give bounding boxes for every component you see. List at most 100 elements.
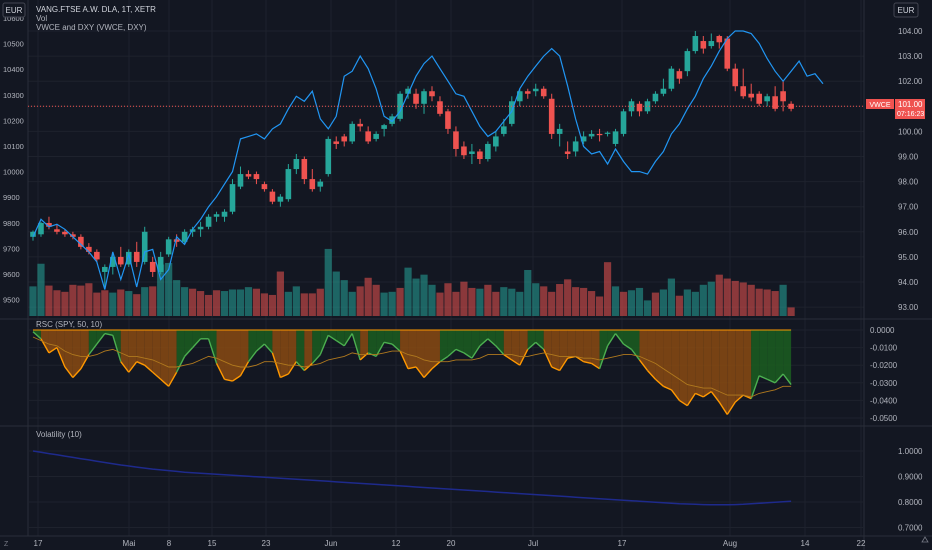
rsc-line-segment[interactable]: [559, 357, 569, 371]
rsc-line-segment[interactable]: [718, 401, 728, 415]
candle-body[interactable]: [756, 93, 762, 104]
currency-button-left[interactable]: EUR: [2, 2, 26, 18]
rsc-line-segment[interactable]: [343, 333, 353, 347]
candle-body[interactable]: [620, 111, 627, 134]
rsc-line-segment[interactable]: [184, 347, 194, 357]
candle-body[interactable]: [652, 93, 659, 102]
candle-body[interactable]: [509, 101, 515, 124]
rsc-line-segment[interactable]: [527, 341, 537, 350]
candle-body[interactable]: [333, 141, 340, 144]
currency-button-right[interactable]: EUR: [893, 2, 919, 18]
rsc-line-segment[interactable]: [463, 352, 473, 359]
rsc-line-segment[interactable]: [303, 362, 313, 372]
candle-body[interactable]: [301, 159, 308, 180]
rsc-line-segment[interactable]: [551, 366, 560, 372]
rsc-line-segment[interactable]: [176, 356, 186, 373]
rsc-line-segment[interactable]: [678, 399, 688, 407]
rsc-line-segment[interactable]: [782, 373, 792, 385]
rsc-line-segment[interactable]: [32, 331, 42, 340]
rsc-line-segment[interactable]: [144, 364, 154, 373]
candle-body[interactable]: [173, 239, 180, 242]
rsc-line-segment[interactable]: [623, 343, 632, 350]
rsc-line-segment[interactable]: [598, 345, 609, 369]
rsc-line-segment[interactable]: [232, 375, 241, 382]
rsc-line-segment[interactable]: [591, 362, 600, 370]
candle-body[interactable]: [38, 223, 44, 235]
candle-body[interactable]: [692, 36, 699, 52]
candle-body[interactable]: [133, 251, 140, 262]
rsc-line-segment[interactable]: [128, 361, 138, 373]
candle-body[interactable]: [46, 223, 52, 227]
candle-body[interactable]: [421, 91, 427, 104]
rsc-line-segment[interactable]: [766, 378, 776, 384]
timezone-z-icon[interactable]: Z: [4, 541, 9, 548]
rsc-line-segment[interactable]: [215, 363, 226, 380]
candle-body[interactable]: [700, 41, 707, 49]
candle-body[interactable]: [469, 151, 475, 154]
candle-body[interactable]: [788, 103, 794, 109]
candle-body[interactable]: [780, 91, 786, 102]
candle-body[interactable]: [349, 123, 355, 142]
candle-body[interactable]: [556, 128, 563, 134]
candle-body[interactable]: [181, 231, 188, 242]
candle-body[interactable]: [70, 234, 76, 237]
rsc-line-segment[interactable]: [535, 341, 545, 350]
candle-body[interactable]: [477, 151, 483, 160]
rsc-line-segment[interactable]: [104, 332, 113, 336]
rsc-line-segment[interactable]: [383, 341, 393, 345]
candle-body[interactable]: [389, 116, 395, 124]
rsc-line-segment[interactable]: [431, 361, 441, 370]
rsc-line-segment[interactable]: [638, 359, 649, 371]
candle-body[interactable]: [78, 236, 84, 247]
rsc-line-segment[interactable]: [583, 360, 592, 365]
rsc-line-segment[interactable]: [543, 349, 553, 368]
rsc-line-segment[interactable]: [758, 375, 768, 380]
candle-body[interactable]: [676, 71, 683, 79]
rsc-line-segment[interactable]: [120, 361, 130, 373]
candle-body[interactable]: [580, 136, 587, 142]
rsc-line-segment[interactable]: [280, 373, 289, 379]
candle-body[interactable]: [668, 68, 675, 89]
candle-body[interactable]: [221, 211, 228, 217]
rsc-line-segment[interactable]: [439, 355, 449, 363]
settings-icon[interactable]: [921, 536, 929, 543]
rsc-line-segment[interactable]: [479, 338, 489, 347]
candle-body[interactable]: [564, 151, 571, 154]
candle-body[interactable]: [429, 91, 435, 97]
candle-body[interactable]: [516, 91, 523, 102]
volatility-line[interactable]: [32, 450, 792, 506]
rsc-line-segment[interactable]: [471, 345, 481, 359]
candle-body[interactable]: [30, 231, 36, 237]
candle-body[interactable]: [229, 184, 236, 212]
candle-body[interactable]: [149, 261, 156, 272]
volatility-pane[interactable]: [28, 450, 864, 528]
candle-body[interactable]: [237, 174, 244, 187]
rsc-line-segment[interactable]: [606, 333, 617, 347]
rsc-line-segment[interactable]: [335, 339, 345, 347]
rsc-line-segment[interactable]: [255, 343, 265, 352]
candle-body[interactable]: [405, 88, 411, 94]
candle-body[interactable]: [772, 96, 778, 109]
candle-body[interactable]: [493, 136, 499, 147]
candle-body[interactable]: [684, 51, 691, 72]
candle-body[interactable]: [365, 131, 371, 142]
candle-body[interactable]: [102, 266, 108, 272]
candle-body[interactable]: [540, 88, 547, 97]
rsc-line-segment[interactable]: [663, 385, 672, 391]
candle-body[interactable]: [94, 251, 100, 260]
rsc-signal-line[interactable]: [32, 336, 792, 398]
candle-body[interactable]: [117, 256, 124, 265]
rsc-line-segment[interactable]: [72, 368, 82, 378]
rsc-line-segment[interactable]: [160, 378, 170, 387]
rsc-line-segment[interactable]: [423, 368, 433, 378]
rsc-line-segment[interactable]: [670, 389, 680, 401]
rsc-line-segment[interactable]: [447, 348, 457, 357]
rsc-line-segment[interactable]: [407, 366, 417, 370]
candle-body[interactable]: [548, 98, 555, 134]
rsc-line-segment[interactable]: [399, 350, 409, 370]
rsc-line-segment[interactable]: [48, 347, 58, 354]
rsc-line-segment[interactable]: [327, 334, 337, 342]
rsc-line-segment[interactable]: [64, 366, 74, 378]
rsc-line-segment[interactable]: [503, 354, 513, 361]
rsc-line-segment[interactable]: [263, 343, 273, 354]
